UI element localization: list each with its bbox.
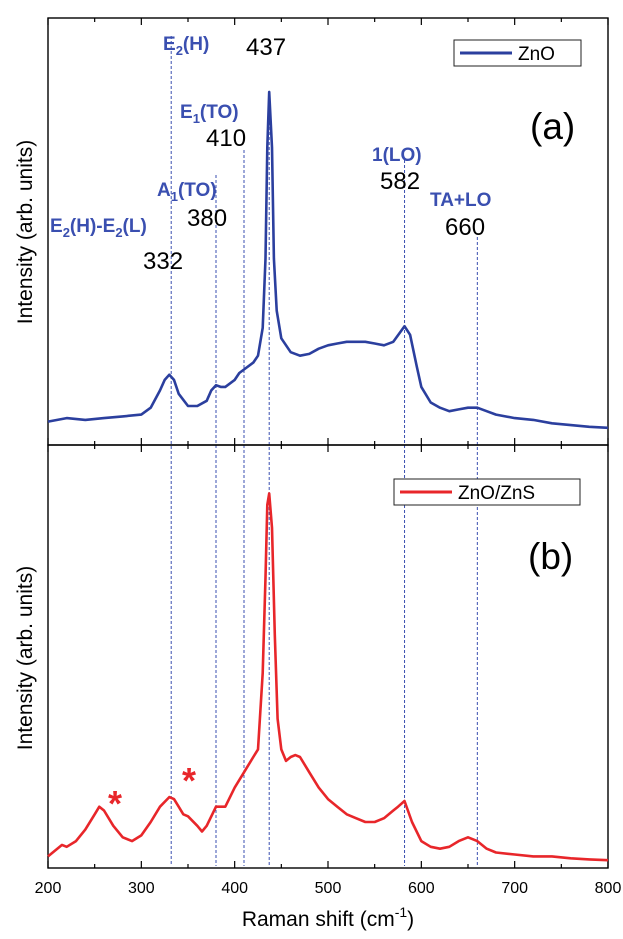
peak-mode-label-660: TA+LO bbox=[430, 190, 491, 211]
x-tick-label: 800 bbox=[595, 880, 622, 897]
peak-value-label-380: 380 bbox=[187, 205, 227, 232]
peak-mode-label-410: E1(TO) bbox=[180, 102, 239, 126]
series-line-zno-zns bbox=[47, 492, 609, 862]
x-tick-label: 300 bbox=[128, 880, 155, 897]
peak-mode-label-part: (H)-E bbox=[70, 216, 115, 237]
peak-mode-label-part: 2 bbox=[176, 43, 183, 58]
peak-mode-label-part: TA+LO bbox=[430, 190, 491, 211]
peak-value-label-332: 332 bbox=[143, 248, 183, 275]
x-axis-title-sup: -1 bbox=[395, 904, 408, 920]
x-tick-label: 500 bbox=[315, 880, 342, 897]
peak-mode-label-part: 1(LO) bbox=[372, 145, 422, 166]
peak-mode-label-part: E bbox=[50, 216, 63, 237]
x-axis-title: Raman shift (cm-1) bbox=[242, 904, 414, 931]
y-axis-title-b: Intensity (arb. units) bbox=[14, 566, 37, 750]
peak-mode-label-332: E2(H)-E2(L) bbox=[50, 216, 147, 240]
panel-label-b: (b) bbox=[528, 536, 573, 577]
peak-mode-label-part: (TO) bbox=[200, 102, 239, 123]
x-axis-title-end: ) bbox=[407, 908, 414, 931]
legend-label: ZnO bbox=[518, 44, 555, 65]
x-tick-label: 200 bbox=[35, 880, 62, 897]
x-tick-label: 700 bbox=[501, 880, 528, 897]
series-line-zno bbox=[47, 90, 609, 430]
panel-frame-b bbox=[47, 444, 609, 869]
x-axis-title-main: Raman shift (cm bbox=[242, 908, 395, 931]
peak-mode-label-582: 1(LO) bbox=[372, 145, 422, 166]
peak-value-label-410: 410 bbox=[206, 125, 246, 152]
x-tick-label: 600 bbox=[408, 880, 435, 897]
peak-mode-label-part: (H) bbox=[183, 34, 209, 55]
peak-value-label-582: 582 bbox=[380, 168, 420, 195]
peak-mode-label-part: 2 bbox=[63, 225, 70, 240]
peak-mode-label-part: 1 bbox=[193, 111, 200, 126]
peak-mode-label-part: 1 bbox=[171, 189, 178, 204]
legend-label: ZnO/ZnS bbox=[458, 483, 535, 504]
peak-mode-label-part: (L) bbox=[123, 216, 147, 237]
peak-value-label-437: 437 bbox=[246, 34, 286, 61]
asterisk-marker: * bbox=[108, 783, 122, 824]
y-axis-title-a: Intensity (arb. units) bbox=[14, 140, 37, 324]
panel-label-a: (a) bbox=[530, 106, 575, 147]
peak-value-label-660: 660 bbox=[445, 214, 485, 241]
peak-mode-label-part: E bbox=[163, 34, 176, 55]
asterisk-marker: * bbox=[182, 760, 196, 801]
peak-mode-label-part: A bbox=[157, 180, 171, 201]
peak-mode-label-part: E bbox=[180, 102, 193, 123]
peak-mode-label-part: 2 bbox=[115, 225, 122, 240]
peak-mode-label-380: A1(TO) bbox=[157, 180, 217, 204]
x-tick-label: 400 bbox=[221, 880, 248, 897]
peak-mode-label-437: E2(H) bbox=[163, 34, 209, 58]
peak-mode-label-part: (TO) bbox=[178, 180, 217, 201]
